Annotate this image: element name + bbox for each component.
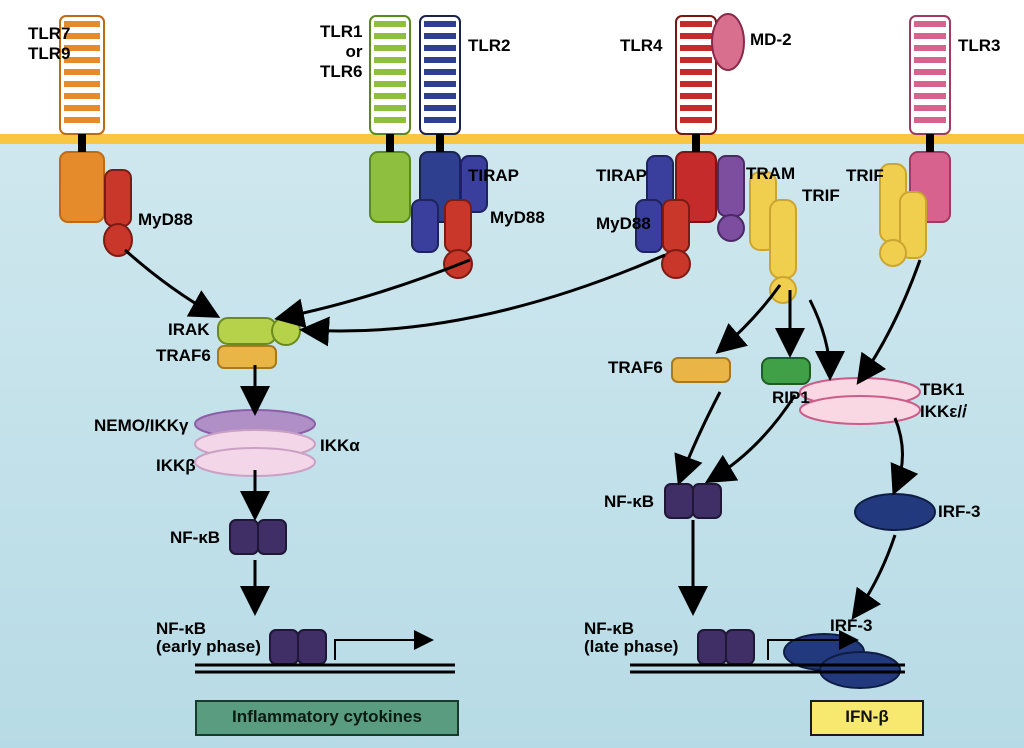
label-myd88-a: MyD88 <box>138 210 193 230</box>
label-nfkb-a: NF-κB <box>170 528 220 548</box>
label-tlr4: TLR4 <box>620 36 663 56</box>
irf3-a-shape <box>855 494 935 530</box>
label-tram: TRAM <box>746 164 795 184</box>
label-md2: MD-2 <box>750 30 792 50</box>
label-nfkb-early: NF-κB (early phase) <box>156 620 261 656</box>
label-rip1: RIP1 <box>772 388 810 408</box>
signaling-diagram: { "canvas":{"w":1024,"h":748,"bg":"#ffff… <box>0 0 1024 748</box>
label-nfkb-b: NF-κB <box>604 492 654 512</box>
tram <box>718 156 744 241</box>
nfkb-dimer-a <box>230 520 286 554</box>
nfkb-dimer-b <box>665 484 721 518</box>
label-myd88-c: MyD88 <box>596 214 651 234</box>
label-traf6-a: TRAF6 <box>156 346 211 366</box>
traf6-b <box>672 358 730 382</box>
myd88-a <box>104 170 132 256</box>
receptor-tlr1-6 <box>370 16 410 222</box>
rip1 <box>762 358 810 384</box>
trif-a <box>750 172 796 303</box>
label-irak: IRAK <box>168 320 210 340</box>
label-irf3-b: IRF-3 <box>830 616 873 636</box>
label-tlr7-9: TLR7 TLR9 <box>28 24 71 64</box>
label-ikka: IKKα <box>320 436 360 456</box>
label-irf3-a: IRF-3 <box>938 502 981 522</box>
myd88-c <box>662 200 690 278</box>
md2-shape <box>712 14 744 70</box>
label-tirap-b: TIRAP <box>596 166 647 186</box>
label-tlr2: TLR2 <box>468 36 511 56</box>
label-myd88-b: MyD88 <box>490 208 545 228</box>
ifn-beta-box: IFN-β <box>810 700 924 736</box>
label-trif-a: TRIF <box>802 186 840 206</box>
label-ikkb: IKKβ <box>156 456 196 476</box>
receptor-tlr2 <box>420 16 460 222</box>
label-tirap-a: TIRAP <box>468 166 519 186</box>
label-nemo: NEMO/IKKγ <box>94 416 188 436</box>
nfkb-dimer-early <box>270 630 326 664</box>
label-tbk1: TBK1 <box>920 380 964 400</box>
inflammatory-cytokines-box: Inflammatory cytokines <box>195 700 459 736</box>
tbk1-ikke <box>800 378 920 424</box>
irak-traf6 <box>218 317 300 368</box>
label-nfkb-late: NF-κB (late phase) <box>584 620 678 656</box>
label-tlr1or6: TLR1 or TLR6 <box>320 22 363 82</box>
irf3-dimer <box>784 634 900 688</box>
ikk-complex <box>195 410 315 476</box>
label-trif-b: TRIF <box>846 166 884 186</box>
label-tlr3: TLR3 <box>958 36 1001 56</box>
label-traf6-b: TRAF6 <box>608 358 663 378</box>
label-ikkei: IKKε/𝑖 <box>920 402 967 422</box>
nfkb-dimer-late <box>698 630 754 664</box>
